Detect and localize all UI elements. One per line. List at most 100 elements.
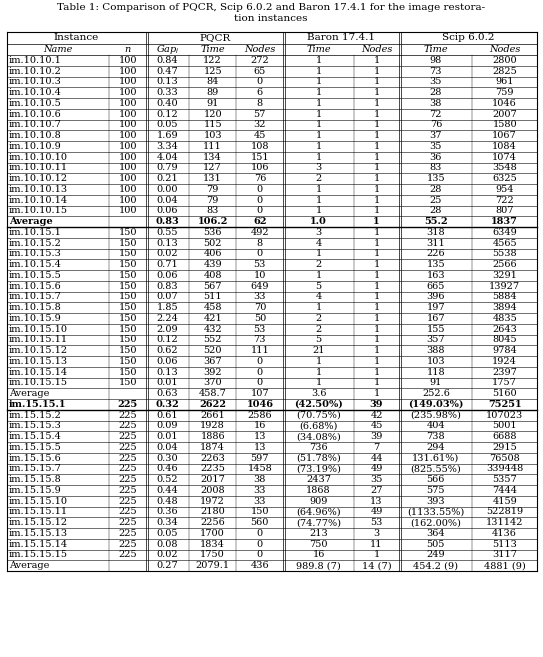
Text: 1: 1 <box>315 120 321 129</box>
Text: 0.83: 0.83 <box>156 217 179 226</box>
Text: 1: 1 <box>315 368 321 376</box>
Text: 1: 1 <box>374 206 380 215</box>
Text: 39: 39 <box>370 432 383 441</box>
Text: 0.63: 0.63 <box>157 389 178 398</box>
Text: 7: 7 <box>374 443 380 452</box>
Text: 1: 1 <box>374 99 380 108</box>
Text: im.10.10.10: im.10.10.10 <box>9 152 68 162</box>
Text: Average: Average <box>9 217 53 226</box>
Text: 3117: 3117 <box>492 551 517 559</box>
Text: 511: 511 <box>203 292 222 302</box>
Text: 505: 505 <box>427 539 445 549</box>
Text: 6688: 6688 <box>493 432 517 441</box>
Text: 1: 1 <box>315 66 321 76</box>
Text: (64.96%): (64.96%) <box>296 507 341 516</box>
Text: 2915: 2915 <box>493 443 517 452</box>
Text: 454.2 (9): 454.2 (9) <box>413 561 458 570</box>
Text: 388: 388 <box>427 346 445 355</box>
Text: 1046: 1046 <box>247 400 273 409</box>
Text: 36: 36 <box>430 152 442 162</box>
Text: 1: 1 <box>374 185 380 194</box>
Text: 76508: 76508 <box>489 453 520 463</box>
Text: 79: 79 <box>206 196 219 204</box>
Text: 1: 1 <box>315 357 321 366</box>
Text: 0.62: 0.62 <box>157 346 178 355</box>
Text: 1: 1 <box>374 271 380 280</box>
Text: 1: 1 <box>315 131 321 140</box>
Text: 16: 16 <box>254 421 266 430</box>
Text: 2: 2 <box>315 260 321 269</box>
Text: 107: 107 <box>250 389 269 398</box>
Text: 225: 225 <box>118 475 137 484</box>
Text: im.10.10.7: im.10.10.7 <box>9 120 62 129</box>
Text: 13927: 13927 <box>489 282 520 290</box>
Text: 252.6: 252.6 <box>422 389 450 398</box>
Text: 5001: 5001 <box>493 421 517 430</box>
Text: 536: 536 <box>204 228 222 237</box>
Text: 98: 98 <box>430 56 442 65</box>
Text: im.10.15.12: im.10.15.12 <box>9 346 68 355</box>
Text: 0.02: 0.02 <box>157 250 178 258</box>
Text: 1: 1 <box>374 250 380 258</box>
Text: 0.06: 0.06 <box>157 206 178 215</box>
Text: 55.2: 55.2 <box>424 217 447 226</box>
Text: 1: 1 <box>374 196 380 204</box>
Text: im.10.10.2: im.10.10.2 <box>9 66 62 76</box>
Text: 0: 0 <box>257 368 263 376</box>
Text: 1458: 1458 <box>248 464 272 474</box>
Text: 0.02: 0.02 <box>157 551 178 559</box>
Text: 53: 53 <box>370 518 383 527</box>
Text: 6: 6 <box>257 88 263 97</box>
Text: 150: 150 <box>118 335 137 344</box>
Text: 5357: 5357 <box>493 475 517 484</box>
Text: 1: 1 <box>374 228 380 237</box>
Text: 5884: 5884 <box>493 292 517 302</box>
Text: 736: 736 <box>309 443 328 452</box>
Text: 122: 122 <box>203 56 222 65</box>
Text: 1074: 1074 <box>492 152 517 162</box>
Text: Nodes: Nodes <box>244 45 275 54</box>
Text: (6.68%): (6.68%) <box>299 421 338 430</box>
Text: 294: 294 <box>427 443 445 452</box>
Text: 150: 150 <box>118 346 137 355</box>
Text: 4565: 4565 <box>493 238 517 248</box>
Text: 225: 225 <box>118 551 137 559</box>
Text: im.10.10.3: im.10.10.3 <box>9 78 62 86</box>
Text: 25: 25 <box>430 196 442 204</box>
Text: 520: 520 <box>204 346 222 355</box>
Text: 103: 103 <box>203 131 222 140</box>
Text: 2008: 2008 <box>200 486 225 495</box>
Text: im.10.10.14: im.10.10.14 <box>9 196 68 204</box>
Text: 1: 1 <box>373 217 380 226</box>
Text: 0: 0 <box>257 250 263 258</box>
Text: 311: 311 <box>426 238 445 248</box>
Text: 100: 100 <box>118 88 137 97</box>
Text: 13: 13 <box>254 432 266 441</box>
Text: 33: 33 <box>254 486 266 495</box>
Text: 76: 76 <box>430 120 442 129</box>
Text: 1: 1 <box>374 78 380 86</box>
Text: 1: 1 <box>315 185 321 194</box>
Text: (235.98%): (235.98%) <box>411 411 462 420</box>
Text: 0.30: 0.30 <box>157 453 178 463</box>
Text: 3: 3 <box>374 529 380 538</box>
Text: 4.04: 4.04 <box>156 152 178 162</box>
Text: 4835: 4835 <box>493 314 517 323</box>
Text: im.10.15.8: im.10.15.8 <box>9 303 62 312</box>
Text: 3.34: 3.34 <box>156 142 179 151</box>
Text: 3548: 3548 <box>493 164 517 172</box>
Text: 722: 722 <box>495 196 514 204</box>
Text: 1: 1 <box>374 368 380 376</box>
Text: 738: 738 <box>427 432 445 441</box>
Text: 367: 367 <box>203 357 222 366</box>
Text: 135: 135 <box>427 260 445 269</box>
Text: 6325: 6325 <box>493 174 517 183</box>
Text: 0.33: 0.33 <box>156 88 178 97</box>
Text: im.15.15.5: im.15.15.5 <box>9 443 62 452</box>
Text: Average: Average <box>9 561 49 570</box>
Text: 225: 225 <box>118 497 137 506</box>
Text: 439: 439 <box>203 260 222 269</box>
Text: 125: 125 <box>203 66 222 76</box>
Text: 3.6: 3.6 <box>311 389 326 398</box>
Text: im.15.15.12: im.15.15.12 <box>9 518 68 527</box>
